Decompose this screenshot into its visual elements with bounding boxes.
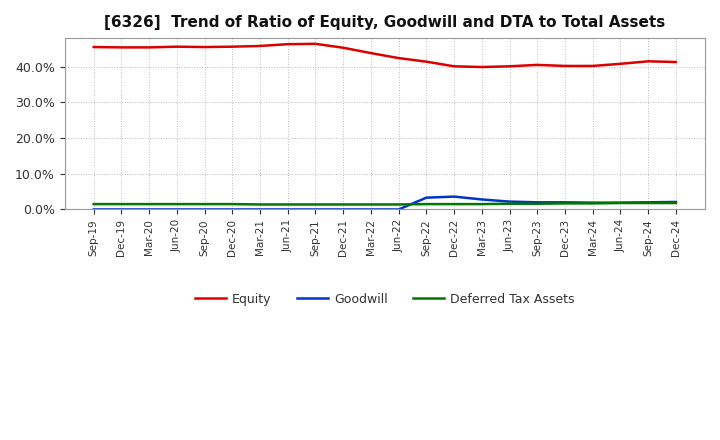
Equity bbox=[422, 59, 431, 64]
Deferred Tax Assets bbox=[450, 202, 459, 207]
Deferred Tax Assets bbox=[533, 201, 541, 206]
Equity bbox=[616, 61, 625, 66]
Deferred Tax Assets bbox=[200, 202, 209, 207]
Goodwill bbox=[145, 207, 153, 212]
Goodwill bbox=[228, 207, 237, 212]
Goodwill bbox=[672, 199, 680, 205]
Equity bbox=[228, 44, 237, 49]
Goodwill bbox=[561, 200, 570, 205]
Goodwill bbox=[200, 207, 209, 212]
Equity bbox=[505, 64, 514, 69]
Deferred Tax Assets bbox=[366, 202, 375, 207]
Goodwill bbox=[256, 207, 264, 212]
Deferred Tax Assets bbox=[561, 201, 570, 206]
Deferred Tax Assets bbox=[422, 202, 431, 207]
Deferred Tax Assets bbox=[256, 202, 264, 207]
Goodwill bbox=[533, 200, 541, 205]
Goodwill bbox=[616, 200, 625, 205]
Deferred Tax Assets bbox=[395, 202, 403, 207]
Deferred Tax Assets bbox=[89, 202, 98, 207]
Deferred Tax Assets bbox=[173, 202, 181, 207]
Goodwill bbox=[505, 199, 514, 204]
Equity bbox=[366, 51, 375, 56]
Equity bbox=[145, 45, 153, 50]
Goodwill bbox=[450, 194, 459, 199]
Equity bbox=[395, 55, 403, 61]
Goodwill bbox=[284, 207, 292, 212]
Goodwill bbox=[89, 207, 98, 212]
Deferred Tax Assets bbox=[616, 200, 625, 205]
Equity bbox=[117, 45, 126, 50]
Equity bbox=[256, 43, 264, 48]
Title: [6326]  Trend of Ratio of Equity, Goodwill and DTA to Total Assets: [6326] Trend of Ratio of Equity, Goodwil… bbox=[104, 15, 665, 30]
Deferred Tax Assets bbox=[588, 201, 597, 206]
Deferred Tax Assets bbox=[644, 200, 652, 205]
Goodwill bbox=[395, 207, 403, 212]
Equity bbox=[200, 44, 209, 50]
Equity bbox=[339, 45, 348, 51]
Deferred Tax Assets bbox=[311, 202, 320, 207]
Deferred Tax Assets bbox=[284, 202, 292, 207]
Deferred Tax Assets bbox=[505, 201, 514, 206]
Deferred Tax Assets bbox=[477, 202, 486, 207]
Line: Deferred Tax Assets: Deferred Tax Assets bbox=[94, 203, 676, 205]
Line: Goodwill: Goodwill bbox=[94, 197, 676, 209]
Equity bbox=[644, 59, 652, 64]
Deferred Tax Assets bbox=[672, 200, 680, 205]
Equity bbox=[173, 44, 181, 49]
Deferred Tax Assets bbox=[145, 202, 153, 207]
Equity bbox=[533, 62, 541, 67]
Goodwill bbox=[366, 207, 375, 212]
Goodwill bbox=[173, 207, 181, 212]
Equity bbox=[450, 64, 459, 69]
Goodwill bbox=[311, 207, 320, 212]
Equity bbox=[311, 41, 320, 47]
Goodwill bbox=[477, 197, 486, 202]
Deferred Tax Assets bbox=[117, 202, 126, 207]
Equity bbox=[89, 44, 98, 50]
Equity bbox=[588, 63, 597, 69]
Goodwill bbox=[422, 195, 431, 200]
Legend: Equity, Goodwill, Deferred Tax Assets: Equity, Goodwill, Deferred Tax Assets bbox=[189, 288, 580, 311]
Deferred Tax Assets bbox=[228, 202, 237, 207]
Equity bbox=[477, 64, 486, 70]
Goodwill bbox=[644, 200, 652, 205]
Line: Equity: Equity bbox=[94, 44, 676, 67]
Equity bbox=[284, 41, 292, 47]
Goodwill bbox=[588, 200, 597, 205]
Goodwill bbox=[117, 207, 126, 212]
Goodwill bbox=[339, 207, 348, 212]
Deferred Tax Assets bbox=[339, 202, 348, 207]
Equity bbox=[672, 59, 680, 65]
Equity bbox=[561, 63, 570, 69]
